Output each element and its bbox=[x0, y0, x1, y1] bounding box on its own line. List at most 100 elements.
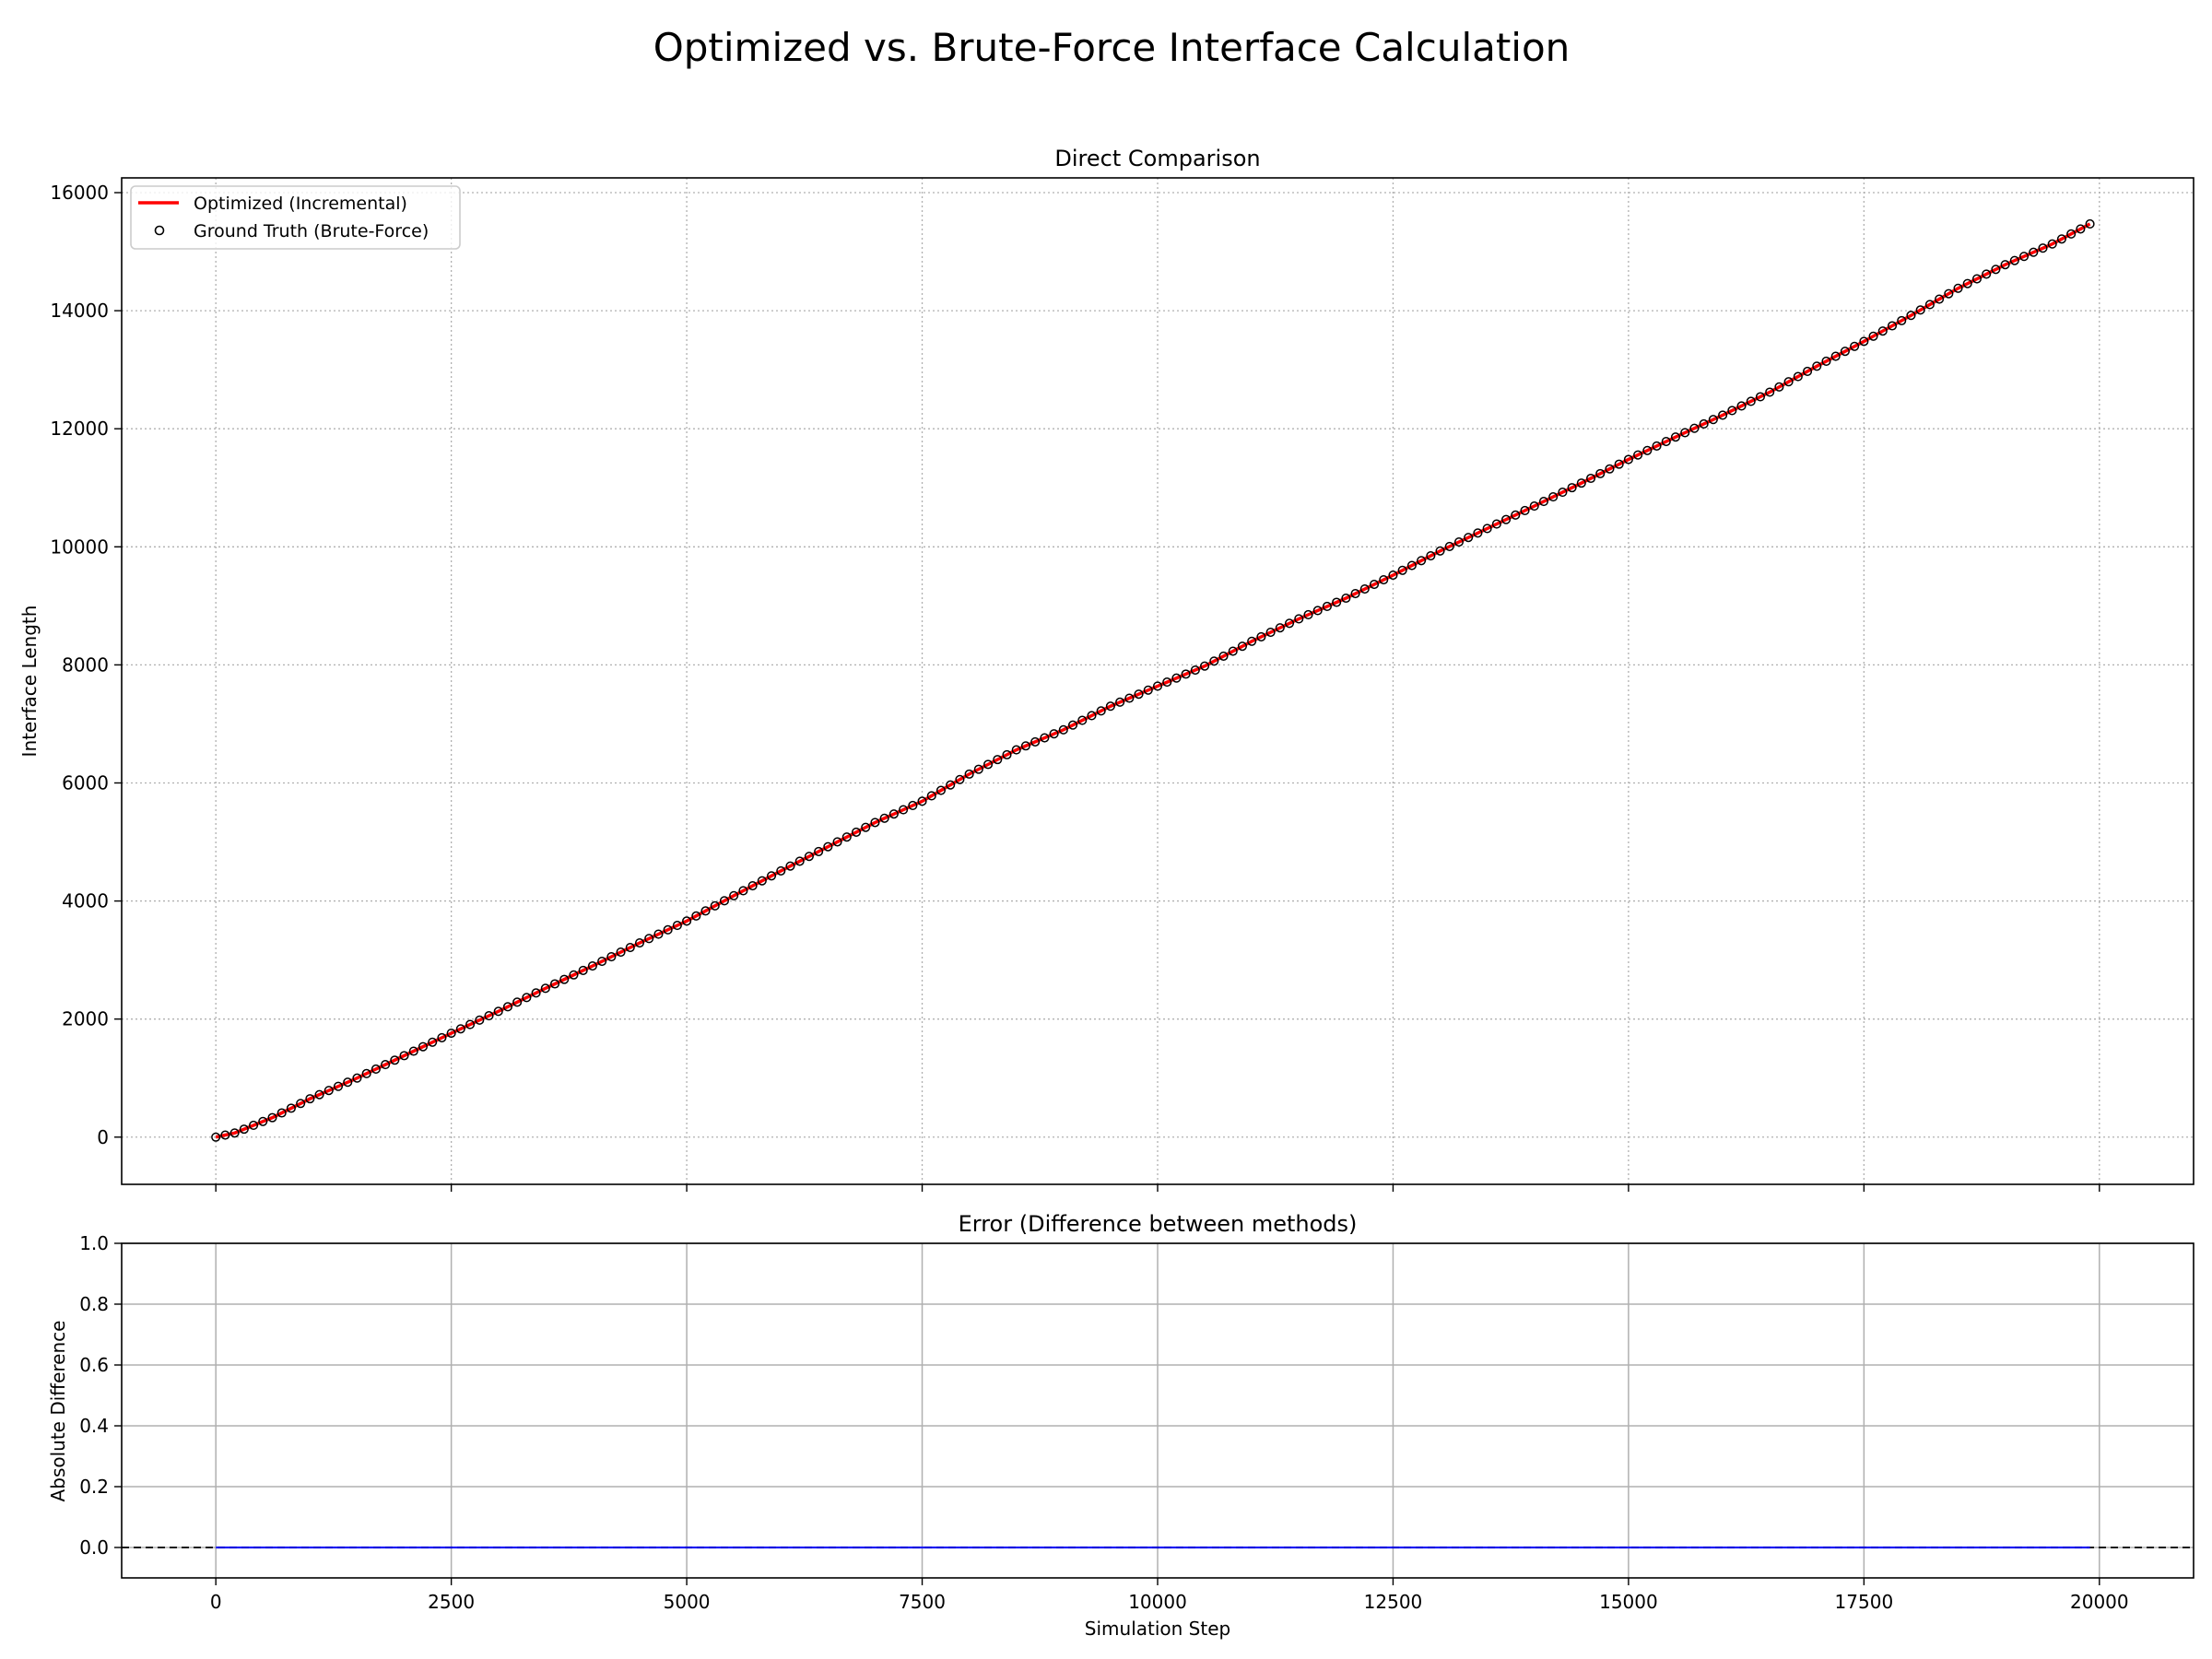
ground-truth-point bbox=[512, 997, 523, 1007]
ground-truth-point bbox=[888, 809, 899, 819]
ground-truth-point bbox=[324, 1086, 334, 1096]
ground-truth-point bbox=[1623, 454, 1633, 465]
bottom-x-tick-label: 17500 bbox=[1835, 1591, 1894, 1613]
ground-truth-point bbox=[1209, 656, 1219, 666]
ground-truth-point bbox=[1642, 445, 1653, 455]
ground-truth-point bbox=[1991, 265, 2001, 275]
ground-truth-point bbox=[1859, 336, 1869, 347]
ground-truth-point bbox=[1312, 606, 1323, 616]
ground-truth-point bbox=[616, 947, 626, 958]
ground-truth-point bbox=[1850, 341, 1860, 351]
ground-truth-point bbox=[1453, 536, 1465, 547]
ground-truth-point bbox=[1303, 609, 1313, 620]
ground-truth-point bbox=[399, 1051, 409, 1061]
ground-truth-point bbox=[381, 1060, 391, 1070]
ground-truth-point bbox=[738, 886, 748, 896]
ground-truth-point bbox=[1359, 583, 1370, 594]
ground-truth-point bbox=[1067, 720, 1078, 730]
ground-truth-point bbox=[917, 796, 927, 806]
ground-truth-point bbox=[1406, 560, 1417, 571]
ground-truth-point bbox=[1511, 510, 1521, 520]
ground-truth-point bbox=[1435, 546, 1445, 556]
legend-box bbox=[130, 185, 461, 250]
ground-truth-point bbox=[587, 960, 597, 971]
bottom-x-tick-label: 2500 bbox=[428, 1591, 475, 1613]
bottom-y-tick-label: 0.6 bbox=[79, 1354, 109, 1376]
ground-truth-point bbox=[540, 983, 550, 994]
ground-truth-point bbox=[2038, 243, 2048, 253]
top-y-tick-label: 4000 bbox=[62, 890, 109, 912]
ground-truth-point bbox=[1935, 294, 1945, 304]
legend-swatch-ground-truth bbox=[154, 225, 165, 236]
ground-truth-point bbox=[926, 791, 936, 801]
ground-truth-point bbox=[1256, 631, 1266, 641]
ground-truth-point bbox=[606, 951, 617, 962]
ground-truth-point bbox=[1595, 468, 1606, 478]
bottom-y-tick-label: 0.2 bbox=[79, 1476, 109, 1498]
ground-truth-point bbox=[569, 970, 579, 980]
ground-truth-point bbox=[691, 911, 701, 921]
ground-truth-point bbox=[1699, 418, 1709, 429]
ground-truth-point bbox=[804, 852, 814, 862]
ground-truth-point bbox=[993, 755, 1003, 765]
ground-truth-point bbox=[1755, 392, 1766, 402]
ground-truth-point bbox=[851, 827, 862, 837]
ground-truth-point bbox=[1944, 288, 1954, 299]
bottom-y-tick-label: 0.8 bbox=[79, 1293, 109, 1315]
ground-truth-point bbox=[1171, 673, 1182, 683]
ground-truth-point bbox=[899, 805, 909, 815]
ground-truth-point bbox=[361, 1068, 371, 1078]
ground-truth-point bbox=[1661, 436, 1671, 447]
ground-truth-point bbox=[644, 934, 654, 944]
ground-truth-point bbox=[1218, 651, 1229, 661]
bottom-x-tick-label: 20000 bbox=[2070, 1591, 2129, 1613]
ground-truth-point bbox=[1962, 278, 1972, 288]
top-y-tick-label: 12000 bbox=[50, 418, 109, 440]
ground-truth-point bbox=[296, 1099, 306, 1109]
ground-truth-point bbox=[408, 1046, 418, 1056]
ground-truth-point bbox=[1350, 588, 1360, 599]
bottom-y-tick-label: 1.0 bbox=[79, 1232, 109, 1254]
ground-truth-point bbox=[1897, 315, 1907, 325]
ground-truth-point bbox=[747, 881, 758, 891]
ground-truth-point bbox=[1237, 641, 1248, 652]
ground-truth-point bbox=[1614, 459, 1624, 469]
ground-truth-point bbox=[276, 1108, 287, 1118]
ground-truth-point bbox=[1971, 274, 1983, 284]
ground-truth-point bbox=[879, 813, 889, 823]
ground-truth-point bbox=[1011, 745, 1021, 755]
ground-truth-point bbox=[1982, 269, 1992, 279]
top-y-tick-label: 0 bbox=[97, 1126, 109, 1148]
figure-title: Optimized vs. Brute-Force Interface Calc… bbox=[653, 25, 1571, 70]
ground-truth-point bbox=[1558, 488, 1568, 498]
bottom-y-tick-label: 0.0 bbox=[79, 1536, 109, 1559]
ground-truth-point bbox=[267, 1112, 277, 1123]
ground-truth-point bbox=[1040, 733, 1050, 743]
ground-truth-point bbox=[2019, 252, 2030, 262]
ground-truth-point bbox=[1058, 724, 1068, 735]
ground-truth-point bbox=[2085, 218, 2095, 229]
ground-truth-point bbox=[1680, 428, 1690, 438]
ground-truth-point bbox=[1718, 410, 1728, 420]
ground-truth-point bbox=[305, 1094, 315, 1104]
ground-truth-point bbox=[220, 1130, 230, 1140]
top-series bbox=[211, 218, 2095, 1142]
ground-truth-point bbox=[352, 1073, 362, 1083]
ground-truth-point bbox=[1887, 321, 1898, 331]
legend-label-ground-truth: Ground Truth (Brute-Force) bbox=[194, 221, 429, 241]
ground-truth-point bbox=[2009, 255, 2019, 265]
bottom-x-tick-label: 5000 bbox=[664, 1591, 711, 1613]
ground-truth-point bbox=[1482, 524, 1492, 534]
ground-truth-point bbox=[1840, 347, 1850, 357]
ground-truth-point bbox=[229, 1128, 240, 1138]
ground-truth-point bbox=[710, 900, 720, 911]
ground-truth-point bbox=[1162, 677, 1172, 688]
ground-truth-point bbox=[776, 865, 786, 876]
ground-truth-point bbox=[935, 785, 947, 795]
ground-truth-point bbox=[2029, 247, 2039, 257]
top-y-ticks: 0 2000 4000 6000 8000 10000 12000 14000 16000 bbox=[50, 182, 122, 1148]
bottom-panel: Error (Difference between methods) 0 2500… bbox=[47, 1211, 2194, 1640]
ground-truth-point bbox=[1670, 432, 1681, 442]
ground-truth-point bbox=[1002, 749, 1012, 759]
